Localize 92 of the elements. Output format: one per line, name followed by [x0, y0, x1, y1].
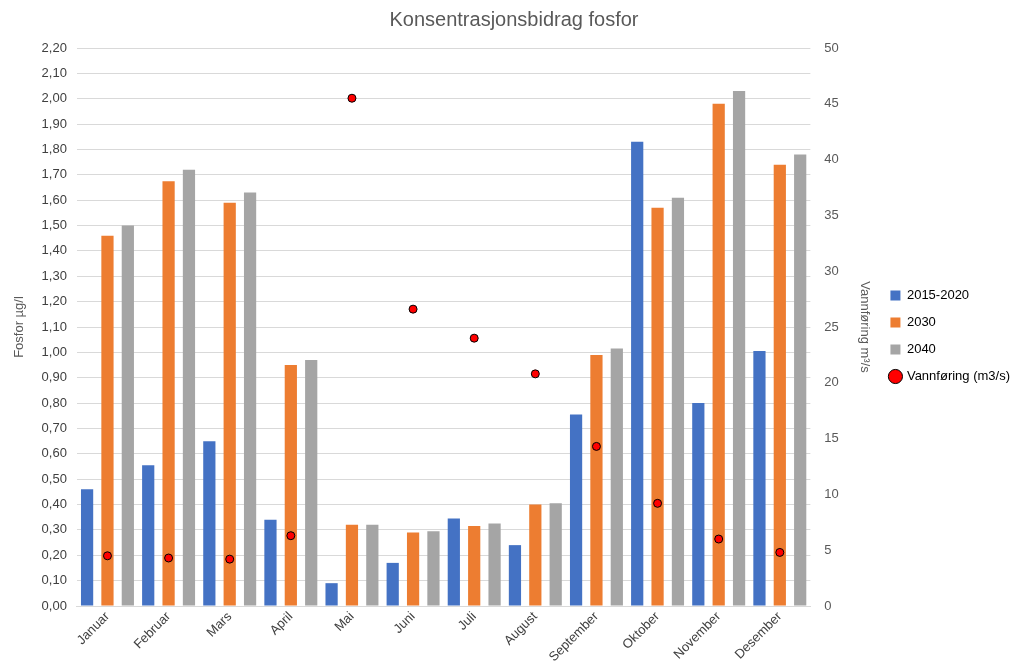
- y-tick-label: 1,00: [41, 343, 67, 359]
- y-tick-label: 0,20: [41, 546, 67, 562]
- y-tick-label: 2,20: [41, 39, 67, 55]
- y2-tick-label: 10: [824, 485, 839, 501]
- bar: [549, 503, 562, 606]
- bar: [162, 181, 175, 606]
- legend-label: Vannføring (m3/s): [906, 368, 1011, 384]
- legend-label: 2015-2020: [906, 287, 970, 303]
- point: [714, 534, 724, 544]
- bar: [366, 524, 379, 606]
- point: [225, 554, 235, 564]
- y-tick-label: 1,30: [41, 267, 67, 283]
- y2-tick-label: 45: [824, 95, 839, 111]
- y2-tick-label: 15: [824, 430, 839, 446]
- bar: [345, 524, 359, 606]
- y-tick-label: 0,30: [41, 521, 67, 537]
- y2-tick-label: 5: [824, 541, 832, 557]
- chart-title: Konsentrasjonsbidrag fosfor: [389, 7, 639, 30]
- bar: [284, 365, 297, 606]
- y-tick-label: 0,90: [41, 369, 67, 385]
- bar: [203, 441, 216, 606]
- y-tick-label: 1,60: [41, 191, 67, 207]
- point: [347, 93, 357, 103]
- y-tick-label: 0,80: [41, 394, 67, 410]
- y-tick-label: 1,20: [41, 293, 67, 309]
- x-tick-label: Mai: [331, 608, 357, 634]
- bar: [305, 359, 318, 606]
- bar: [508, 545, 522, 606]
- point: [102, 551, 112, 561]
- bar: [569, 414, 583, 606]
- point: [469, 333, 479, 343]
- bar: [101, 235, 114, 606]
- y2-tick-label: 20: [824, 374, 839, 390]
- y-tick-label: 0,40: [41, 496, 67, 512]
- point: [286, 531, 296, 541]
- bar: [468, 526, 481, 606]
- point: [530, 369, 540, 379]
- y-tick-label: 0,00: [41, 597, 67, 613]
- bar: [692, 403, 705, 606]
- bar: [529, 504, 542, 606]
- y2-tick-label: 50: [824, 39, 839, 55]
- bar: [610, 348, 623, 606]
- y2-tick-label: 0: [824, 597, 832, 613]
- bar: [773, 164, 786, 606]
- legend-label: 2040: [906, 341, 936, 357]
- bar: [753, 351, 766, 606]
- bar: [590, 354, 603, 606]
- bar: [80, 489, 94, 606]
- y-tick-label: 1,90: [41, 115, 67, 131]
- y-tick-label: 0,50: [41, 470, 67, 486]
- bar: [223, 202, 236, 606]
- y-tick-label: 2,00: [41, 90, 67, 106]
- y-tick-label: 1,70: [41, 166, 67, 182]
- point: [408, 304, 418, 314]
- y2-tick-label: 40: [824, 151, 839, 167]
- point: [164, 553, 174, 563]
- point: [775, 547, 785, 557]
- x-tick-label: Juli: [454, 608, 479, 633]
- y-axis-title: Fosfor µg/l: [11, 296, 27, 358]
- bar: [243, 192, 257, 606]
- x-tick-label: Juni: [390, 608, 418, 637]
- y-tick-label: 1,40: [41, 242, 67, 258]
- y-tick-label: 1,50: [41, 217, 67, 233]
- y-tick-label: 1,80: [41, 141, 67, 157]
- bar: [427, 531, 440, 606]
- bar: [142, 465, 155, 606]
- bar: [406, 532, 420, 606]
- y2-tick-label: 35: [824, 206, 839, 222]
- y2-tick-label: 30: [824, 262, 839, 278]
- bar: [264, 519, 277, 606]
- point: [653, 498, 663, 508]
- bar: [794, 154, 807, 606]
- bar: [671, 197, 685, 606]
- bar: [712, 103, 725, 606]
- y-tick-label: 2,10: [41, 64, 67, 80]
- bar: [631, 141, 644, 606]
- bar: [386, 562, 399, 606]
- bar: [732, 91, 746, 606]
- bar: [447, 518, 460, 606]
- y2-tick-label: 25: [824, 318, 839, 334]
- bar: [182, 169, 196, 606]
- bar: [121, 225, 134, 606]
- y-tick-label: 1,10: [41, 318, 67, 334]
- y2-axis-title: Vannføring m³/s: [858, 281, 874, 374]
- y-tick-label: 0,10: [41, 572, 67, 588]
- legend-label: 2030: [906, 314, 936, 330]
- bar: [651, 207, 664, 606]
- point: [591, 441, 601, 451]
- y-tick-label: 0,60: [41, 445, 67, 461]
- y-tick-label: 0,70: [41, 420, 67, 436]
- bar: [488, 523, 501, 606]
- bar: [325, 583, 338, 606]
